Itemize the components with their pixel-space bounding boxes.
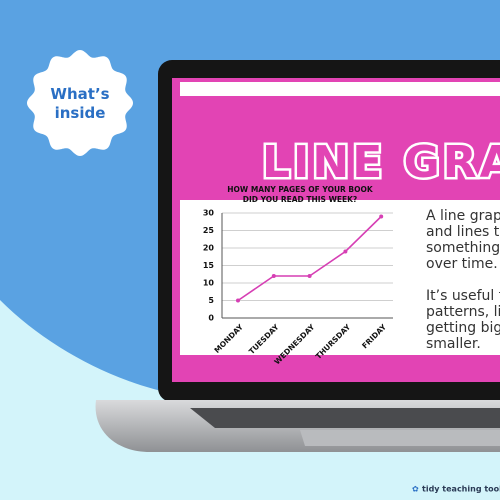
y-tick-label: 5 [208, 296, 214, 305]
slide-top [180, 82, 500, 96]
brand: ✿ [412, 485, 419, 494]
trackpad [300, 430, 500, 446]
y-tick-label: 15 [203, 261, 215, 270]
y-tick-label: 10 [203, 279, 215, 288]
y-tick-label: 25 [203, 226, 215, 235]
slide-title: LINE GRAPH [262, 137, 500, 188]
chart-title: DID YOU READ THIS WEEK? [243, 195, 358, 204]
badge: What’s inside [27, 50, 133, 156]
y-tick-label: 0 [208, 314, 214, 323]
y-tick-label: 20 [203, 244, 215, 253]
data-point [379, 214, 384, 219]
slide-body [180, 200, 500, 355]
y-tick-label: 30 [203, 209, 215, 218]
slide-text: A line grap [426, 208, 500, 224]
slide-text: and lines to [426, 224, 500, 240]
slide-text: patterns, li [426, 304, 500, 320]
data-point [343, 249, 348, 254]
slide-text: something [426, 240, 500, 256]
slide-text: getting big [426, 320, 500, 336]
badge-text: What’s inside [50, 85, 109, 122]
data-point [307, 274, 312, 278]
badge-shape [27, 50, 133, 156]
slide-text: It’s useful f [426, 288, 500, 304]
chart-title: HOW MANY PAGES OF YOUR BOOK [227, 185, 374, 194]
keyboard [190, 408, 500, 428]
brand-text: tidy teaching tools [422, 485, 500, 494]
data-point [271, 274, 276, 278]
slide-text: smaller. [426, 336, 481, 352]
slide-text: over time. [426, 256, 498, 272]
data-point [236, 298, 240, 303]
